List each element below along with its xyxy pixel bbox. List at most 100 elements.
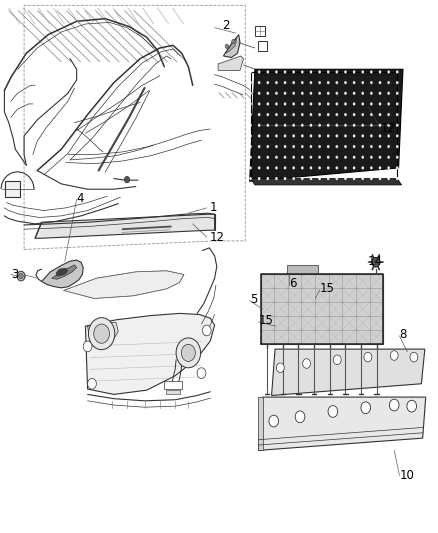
Circle shape: [387, 113, 390, 116]
Circle shape: [275, 156, 278, 159]
Circle shape: [318, 134, 321, 138]
Circle shape: [327, 113, 329, 116]
Circle shape: [327, 156, 329, 159]
Circle shape: [266, 81, 269, 84]
Circle shape: [361, 92, 364, 95]
Circle shape: [327, 81, 329, 84]
Circle shape: [370, 177, 373, 180]
Circle shape: [301, 102, 304, 106]
Circle shape: [353, 102, 355, 106]
Circle shape: [370, 166, 373, 169]
Circle shape: [344, 102, 347, 106]
Circle shape: [361, 177, 364, 180]
Circle shape: [266, 134, 269, 138]
Polygon shape: [258, 397, 426, 450]
Circle shape: [301, 156, 304, 159]
Circle shape: [284, 166, 286, 169]
Text: 5: 5: [250, 293, 257, 306]
Circle shape: [258, 156, 261, 159]
Circle shape: [379, 166, 381, 169]
Text: 10: 10: [399, 469, 414, 482]
Circle shape: [284, 177, 286, 180]
Circle shape: [353, 81, 355, 84]
Polygon shape: [35, 214, 215, 238]
Text: 12: 12: [381, 123, 396, 135]
Circle shape: [176, 338, 201, 368]
Circle shape: [293, 134, 295, 138]
Circle shape: [258, 145, 261, 148]
Circle shape: [327, 124, 329, 127]
Circle shape: [310, 177, 312, 180]
Circle shape: [310, 92, 312, 95]
Circle shape: [249, 113, 252, 116]
Circle shape: [379, 92, 381, 95]
Circle shape: [249, 70, 252, 74]
Circle shape: [318, 145, 321, 148]
Circle shape: [327, 70, 329, 74]
Polygon shape: [261, 274, 383, 344]
Circle shape: [249, 124, 252, 127]
Circle shape: [17, 271, 25, 281]
Circle shape: [258, 70, 261, 74]
Circle shape: [275, 92, 278, 95]
Circle shape: [361, 134, 364, 138]
Circle shape: [275, 102, 278, 106]
Circle shape: [293, 156, 295, 159]
Circle shape: [328, 406, 338, 417]
Circle shape: [387, 92, 390, 95]
Circle shape: [232, 39, 235, 44]
Circle shape: [258, 134, 261, 138]
Bar: [258, 41, 267, 51]
Circle shape: [301, 134, 304, 138]
Circle shape: [353, 113, 355, 116]
Circle shape: [318, 113, 321, 116]
Circle shape: [361, 70, 364, 74]
Text: 12: 12: [209, 231, 224, 244]
Polygon shape: [42, 260, 83, 288]
Circle shape: [266, 70, 269, 74]
Circle shape: [396, 102, 399, 106]
Circle shape: [327, 145, 329, 148]
Circle shape: [318, 124, 321, 127]
Circle shape: [379, 134, 381, 138]
Bar: [164, 381, 182, 389]
Circle shape: [310, 102, 312, 106]
Circle shape: [310, 145, 312, 148]
Circle shape: [275, 166, 278, 169]
Circle shape: [410, 352, 418, 362]
Circle shape: [284, 134, 286, 138]
Circle shape: [301, 124, 304, 127]
Circle shape: [258, 92, 261, 95]
Circle shape: [275, 70, 278, 74]
Polygon shape: [56, 268, 68, 276]
Circle shape: [284, 70, 286, 74]
Circle shape: [361, 145, 364, 148]
Circle shape: [336, 102, 338, 106]
Circle shape: [370, 124, 373, 127]
Circle shape: [249, 81, 252, 84]
Circle shape: [336, 177, 338, 180]
Circle shape: [336, 92, 338, 95]
Circle shape: [361, 156, 364, 159]
Circle shape: [336, 81, 338, 84]
Circle shape: [387, 145, 390, 148]
Circle shape: [275, 124, 278, 127]
Circle shape: [83, 341, 92, 352]
Circle shape: [344, 145, 347, 148]
Circle shape: [293, 124, 295, 127]
Circle shape: [396, 166, 399, 169]
Polygon shape: [287, 265, 318, 274]
Circle shape: [318, 102, 321, 106]
Circle shape: [387, 156, 390, 159]
Circle shape: [269, 415, 279, 427]
Circle shape: [361, 113, 364, 116]
Circle shape: [379, 124, 381, 127]
Circle shape: [318, 92, 321, 95]
Circle shape: [284, 124, 286, 127]
Circle shape: [318, 166, 321, 169]
Polygon shape: [5, 181, 20, 197]
Circle shape: [301, 92, 304, 95]
Circle shape: [327, 177, 329, 180]
Circle shape: [364, 352, 372, 362]
Circle shape: [293, 81, 295, 84]
